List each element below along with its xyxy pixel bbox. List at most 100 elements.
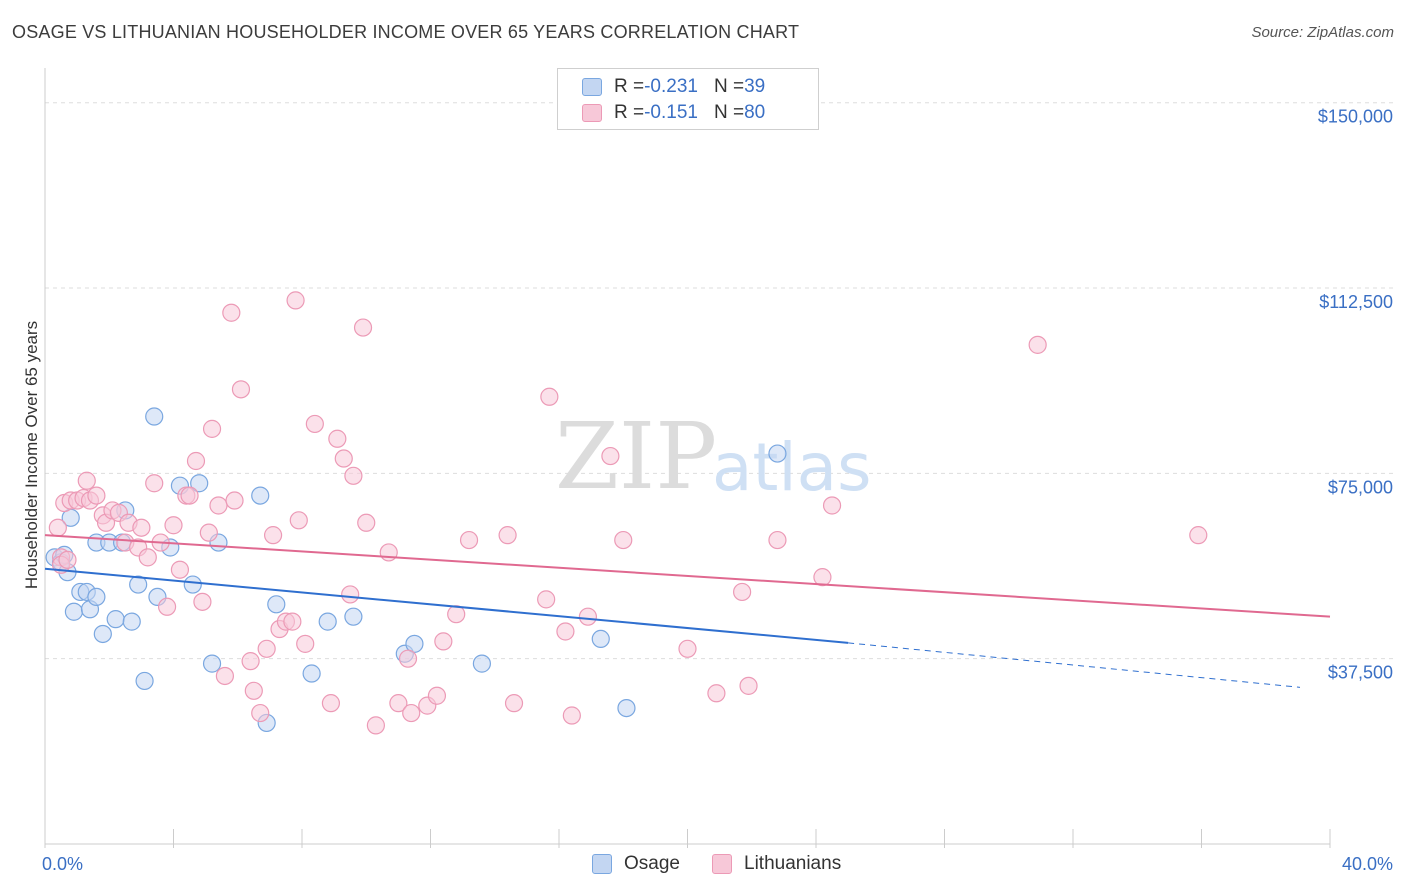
lithuanians-point <box>289 511 308 530</box>
x-tick-label-max: 40.0% <box>1342 854 1393 874</box>
osage-n-value: 39 <box>744 76 766 97</box>
lithuanians-point <box>241 652 260 671</box>
osage-n-label: N = <box>713 76 745 97</box>
lithuanians-point <box>459 530 479 550</box>
lithuanians-point <box>199 523 218 542</box>
lithuanians-point <box>678 639 697 658</box>
lithuanians-r-label: R = <box>614 102 645 123</box>
y-tick-label: $75,000 <box>1328 477 1393 497</box>
osage-point <box>129 575 148 594</box>
x-tick-labels: 0.0% 40.0% <box>42 854 1393 874</box>
osage-point <box>318 612 337 631</box>
lithuanians-point <box>225 491 244 510</box>
data-points <box>45 291 1208 735</box>
lithuanians-point <box>157 597 177 616</box>
lithuanians-n-value: 80 <box>744 102 766 123</box>
lithuanians-point <box>145 474 164 493</box>
lithuanians-n-label: N = <box>713 102 745 123</box>
osage-point <box>135 671 154 691</box>
lithuanians-point <box>77 471 96 490</box>
osage-point <box>302 664 321 683</box>
lithuanians-point <box>305 414 324 434</box>
lithuanians-point <box>132 518 151 537</box>
lithuanians-point <box>562 706 581 725</box>
lithuanians-point <box>707 684 726 703</box>
osage-point <box>122 612 141 631</box>
legend-row-lithuanians: R = -0.151 N = 80 <box>582 101 765 125</box>
lithuanians-point <box>402 703 421 723</box>
lithuanians-point <box>537 590 556 609</box>
lithuanians-point <box>353 318 373 337</box>
lithuanians-point <box>164 516 183 535</box>
lithuanians-point <box>231 380 251 399</box>
lithuanians-point <box>427 686 447 705</box>
osage-point <box>183 575 202 594</box>
lithuanians-point <box>1028 335 1047 354</box>
lithuanians-point <box>739 676 758 695</box>
axes <box>44 68 1331 848</box>
lithuanians-point <box>296 634 315 653</box>
osage-swatch <box>582 78 602 96</box>
lithuanians-r-value: -0.151 <box>644 102 698 123</box>
x-tick-label-min: 0.0% <box>42 854 83 874</box>
lithuanians-point <box>209 496 228 515</box>
series-lithuanians-points <box>48 291 1208 735</box>
lithuanians-point <box>186 451 206 471</box>
osage-point <box>591 629 610 649</box>
lithuanians-point <box>257 639 276 658</box>
grid-lines <box>45 102 1395 660</box>
osage-point <box>64 602 84 621</box>
lithuanians-point <box>578 607 598 626</box>
lithuanians-trend-line <box>44 534 1331 618</box>
lithuanians-point <box>601 446 620 466</box>
osage-point <box>202 654 222 673</box>
lithuanians-point <box>398 649 418 668</box>
osage-point <box>106 610 125 629</box>
lithuanians-point <box>202 419 222 438</box>
lithuanians-point <box>447 605 466 624</box>
lithuanians-point <box>768 530 787 550</box>
y-tick-label: $150,000 <box>1318 107 1393 127</box>
lithuanians-point <box>341 585 360 604</box>
osage-point <box>472 654 491 673</box>
legend-row-osage: R = -0.231 N = 39 <box>582 75 765 99</box>
lithuanians-point <box>334 449 353 468</box>
osage-point <box>768 444 787 463</box>
lithuanians-point <box>193 592 212 611</box>
lithuanians-point <box>222 303 241 322</box>
lithuanians-point <box>48 518 67 537</box>
lithuanians-point <box>822 496 842 515</box>
lithuanians-point <box>321 694 341 713</box>
osage-point <box>93 624 112 644</box>
lithuanians-point <box>58 550 77 569</box>
lithuanians-point <box>215 666 234 686</box>
lithuanians-point <box>379 543 398 562</box>
lithuanians-point <box>328 429 347 448</box>
lithuanians-point <box>366 716 385 735</box>
osage-legend-swatch <box>592 854 612 874</box>
lithuanians-legend-swatch <box>712 854 732 874</box>
series-osage-points <box>45 407 787 733</box>
watermark-atlas: atlas <box>712 429 872 506</box>
osage-point <box>617 698 636 718</box>
chart-source: Source: ZipAtlas.com <box>1251 24 1394 41</box>
osage-r-value: -0.231 <box>644 76 698 97</box>
lithuanians-point <box>614 530 633 550</box>
lithuanians-swatch <box>582 104 602 122</box>
osage-point <box>145 407 164 426</box>
lithuanians-legend-label: Lithuanians <box>744 853 842 874</box>
lithuanians-point <box>87 486 106 505</box>
osage-trend-line <box>44 567 849 644</box>
legend-item-lithuanians: Lithuanians <box>712 852 841 876</box>
lithuanians-point <box>504 694 524 713</box>
lithuanians-point <box>283 612 302 631</box>
osage-point <box>190 474 209 493</box>
lithuanians-point <box>244 681 263 700</box>
lithuanians-point <box>434 632 453 651</box>
lithuanians-point <box>251 703 270 723</box>
trend-lines <box>44 534 1331 688</box>
lithuanians-point <box>138 548 157 567</box>
lithuanians-point <box>286 291 305 310</box>
lithuanians-point <box>733 582 752 602</box>
